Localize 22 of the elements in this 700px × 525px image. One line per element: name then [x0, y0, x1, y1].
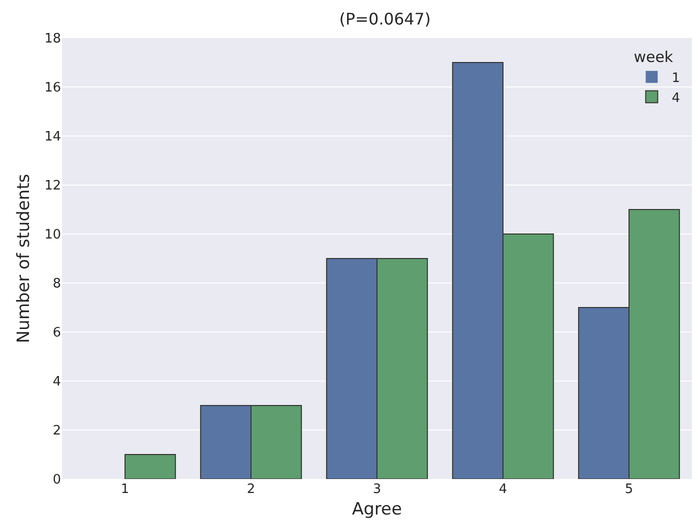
x-tick-label: 1 — [120, 482, 130, 497]
y-tick-label: 8 — [52, 276, 61, 292]
y-tick-label: 18 — [44, 32, 61, 47]
y-tick-label: 6 — [52, 326, 61, 341]
y-tick-label: 10 — [44, 228, 61, 243]
chart-title: (P=0.0647) — [339, 9, 431, 28]
x-axis-title: Agree — [352, 499, 402, 520]
y-tick-label: 16 — [44, 80, 61, 96]
legend-label: 4 — [672, 90, 680, 106]
x-tick-label: 4 — [498, 482, 508, 497]
y-tick-label: 2 — [52, 424, 61, 439]
x-tick-label: 3 — [372, 482, 382, 497]
y-tick-label: 12 — [44, 178, 61, 194]
x-tick-label: 2 — [246, 482, 256, 497]
y-tick-label: 14 — [44, 130, 61, 145]
legend-title: week — [634, 48, 674, 66]
y-tick-label: 4 — [52, 374, 61, 390]
bar — [124, 454, 176, 479]
legend-label: 1 — [672, 70, 680, 86]
y-axis-title: Number of students — [14, 174, 34, 344]
y-tick-label: 0 — [52, 472, 61, 488]
x-tick-label: 5 — [624, 482, 634, 497]
